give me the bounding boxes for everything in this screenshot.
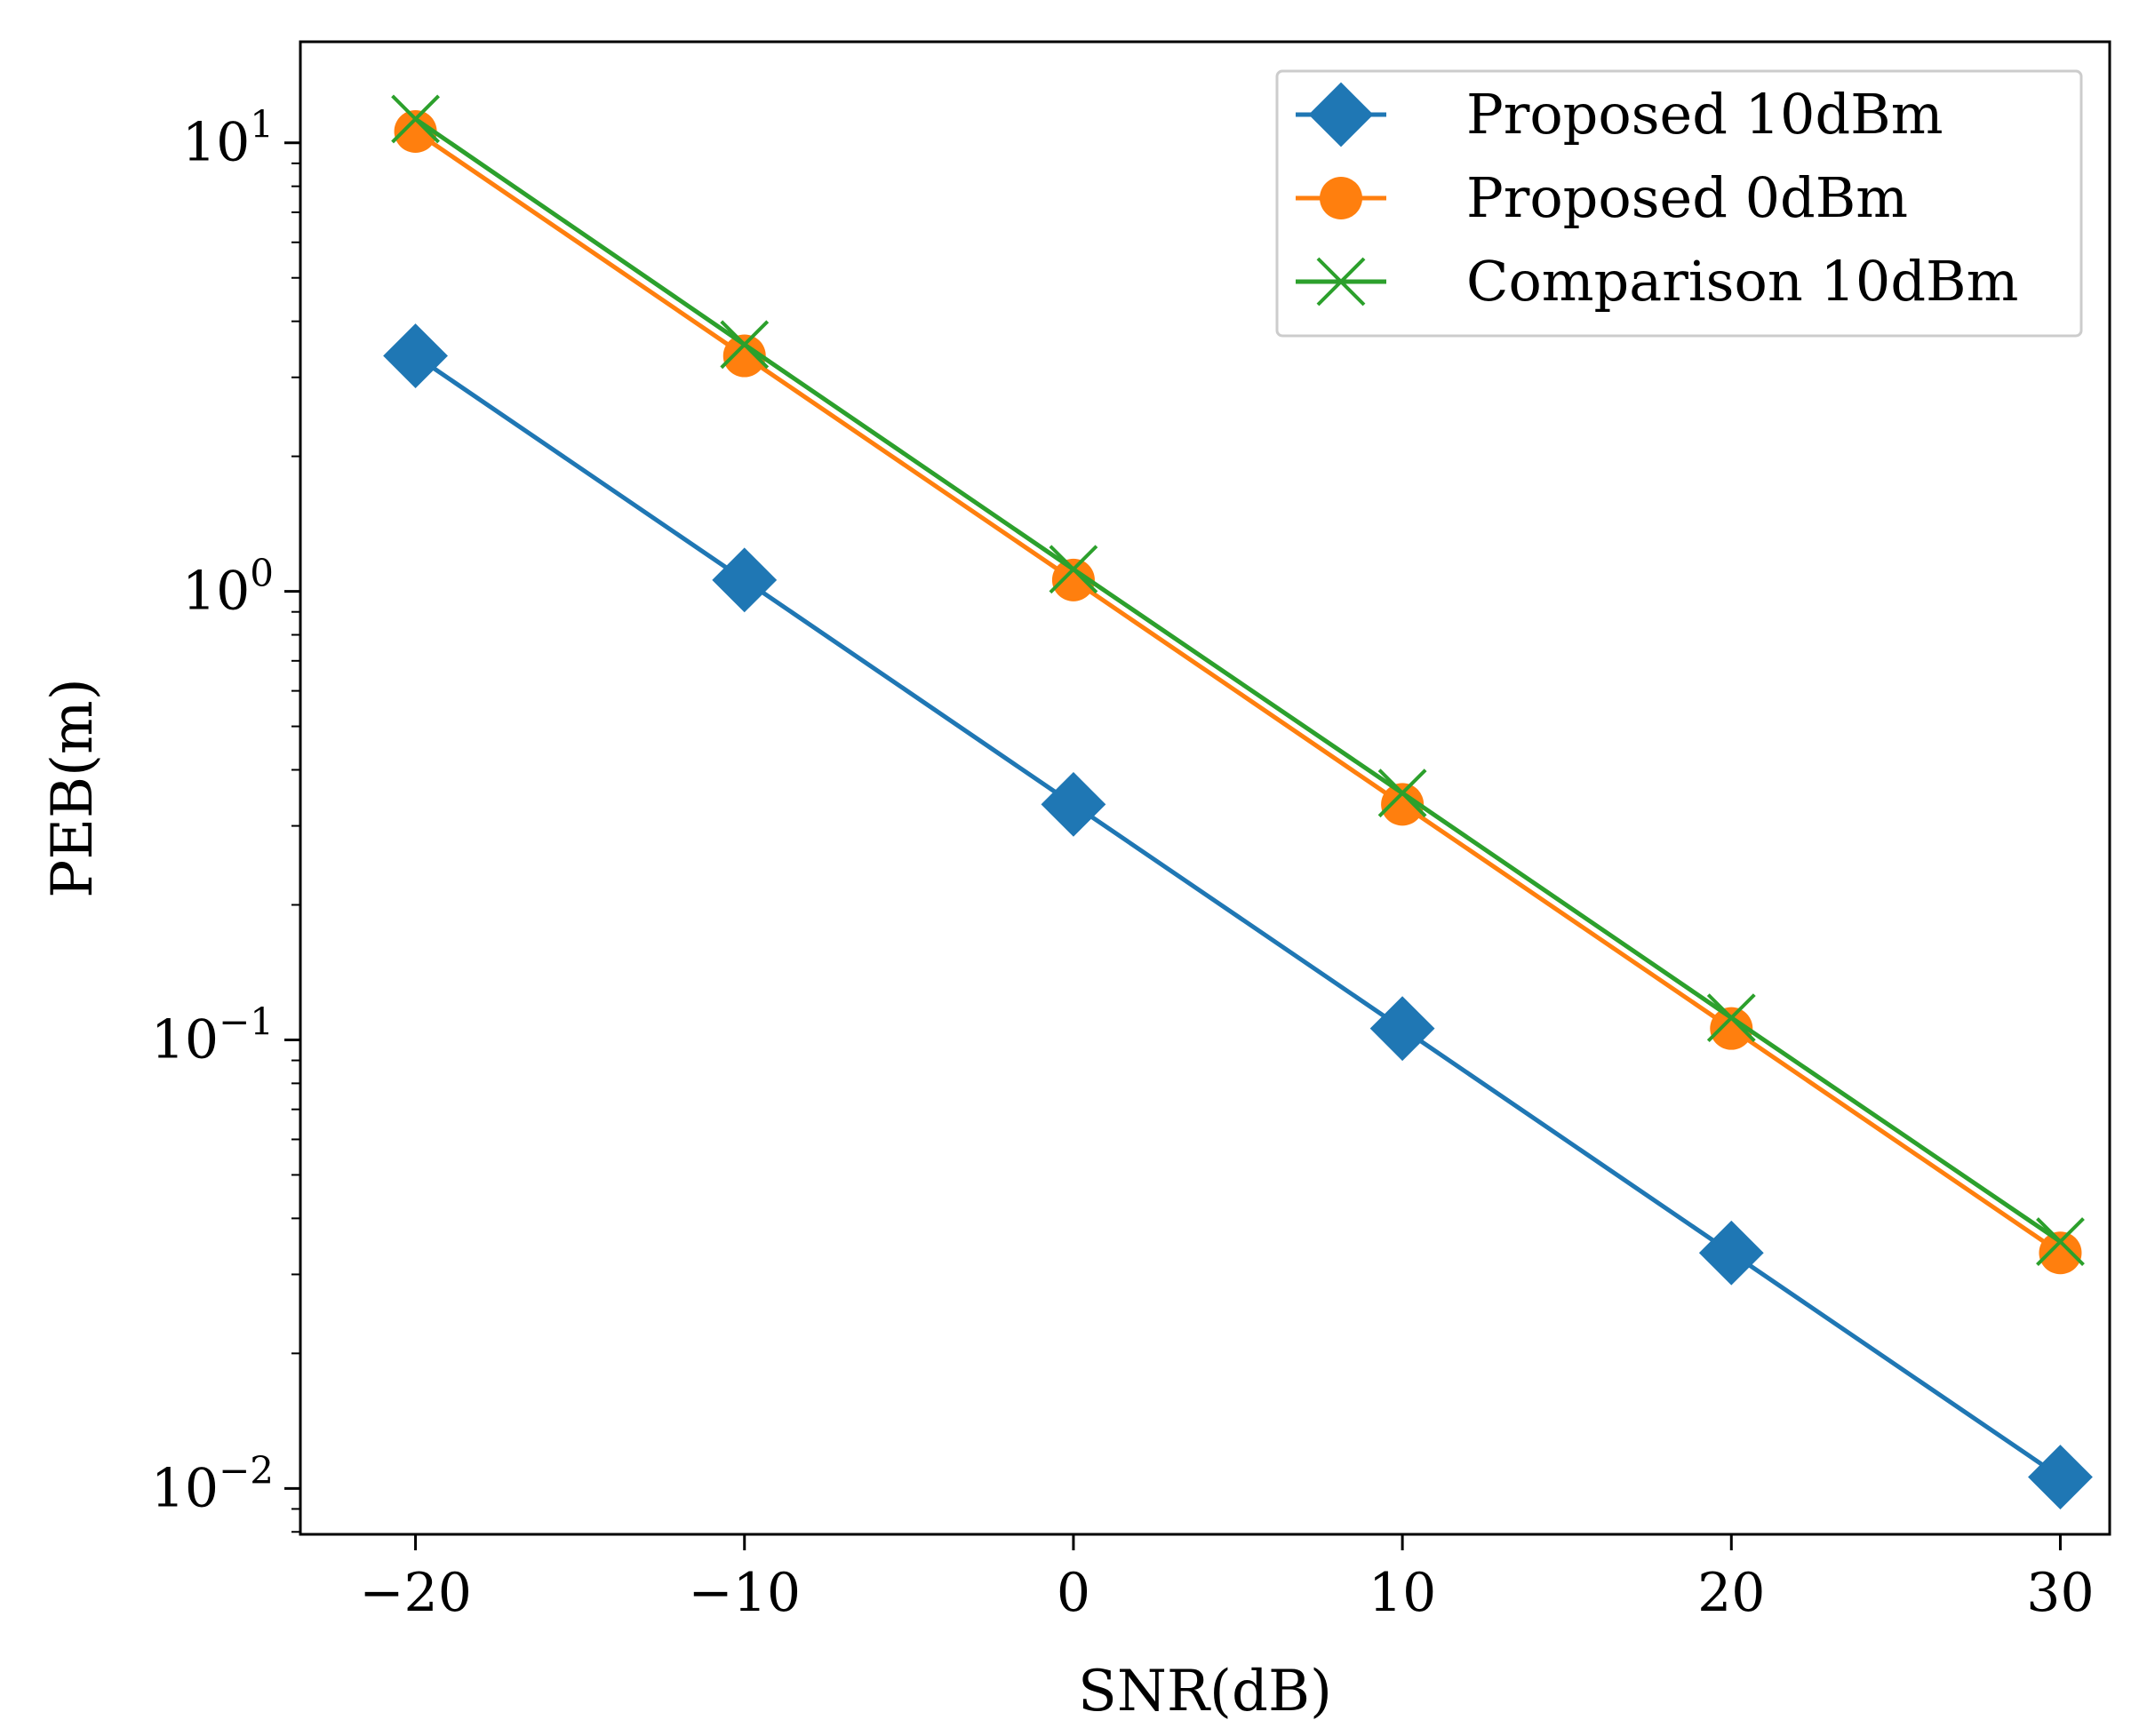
series-line [414, 129, 2062, 1255]
diamond-marker [712, 547, 778, 613]
diamond-marker [1369, 996, 1435, 1062]
diamond-marker [2028, 1445, 2093, 1509]
series-proposed-10dbm [383, 323, 2093, 1509]
x-marker [1049, 545, 1098, 594]
legend-label: Proposed 0dBm [1466, 165, 1908, 230]
y-tick-label: 100 [182, 552, 274, 623]
y-tick-label: 101 [182, 103, 274, 174]
series-comparison-10dbm [391, 94, 2085, 1266]
circle-marker [1381, 783, 1425, 826]
diamond-marker [1698, 1220, 1764, 1286]
diamond-marker [1308, 82, 1374, 147]
legend-label: Proposed 10dBm [1466, 82, 1943, 147]
circle-marker [1051, 558, 1095, 601]
x-tick-label: −20 [359, 1562, 472, 1624]
diamond-marker [383, 323, 448, 388]
x-marker [391, 94, 440, 144]
circle-marker [722, 334, 766, 378]
plot-frame [299, 40, 2111, 1536]
x-axis-label: SNR(dB) [1078, 1659, 1332, 1724]
legend-entry: Proposed 0dBm [1296, 165, 1908, 230]
x-tick-label: −10 [688, 1562, 801, 1624]
series-line [414, 354, 2062, 1479]
legend-entry: Comparison 10dBm [1296, 249, 2018, 314]
y-tick-label: 10−1 [151, 999, 274, 1071]
legend-label: Comparison 10dBm [1466, 249, 2018, 314]
circle-marker [1320, 177, 1362, 219]
series-line [414, 116, 2062, 1244]
x-tick-label: 10 [1369, 1562, 1436, 1624]
legend: Proposed 10dBm Proposed 0dBm Comparison 10… [1275, 69, 2083, 338]
diamond-marker [1041, 771, 1106, 837]
circle-marker [394, 109, 437, 153]
circle-marker [2039, 1231, 2082, 1275]
x-tick-label: 30 [2026, 1562, 2094, 1624]
x-marker [1377, 768, 1427, 818]
x-marker [720, 320, 770, 370]
x-tick-label: 20 [1697, 1562, 1765, 1624]
x-marker [2036, 1217, 2085, 1266]
legend-box [1275, 69, 2083, 338]
series-proposed-0dbm [394, 109, 2082, 1275]
x-marker [1316, 257, 1366, 307]
circle-marker [1710, 1007, 1753, 1050]
series-layer [383, 94, 2093, 1509]
y-axis-label: PEB(m) [40, 678, 106, 897]
x-marker [1706, 993, 1756, 1043]
y-minor-ticks [291, 162, 300, 1533]
y-tick-label: 10−2 [151, 1448, 274, 1519]
major-ticks [284, 141, 2062, 1550]
legend-entry: Proposed 10dBm [1296, 82, 1943, 147]
x-tick-label: 0 [1057, 1562, 1090, 1624]
